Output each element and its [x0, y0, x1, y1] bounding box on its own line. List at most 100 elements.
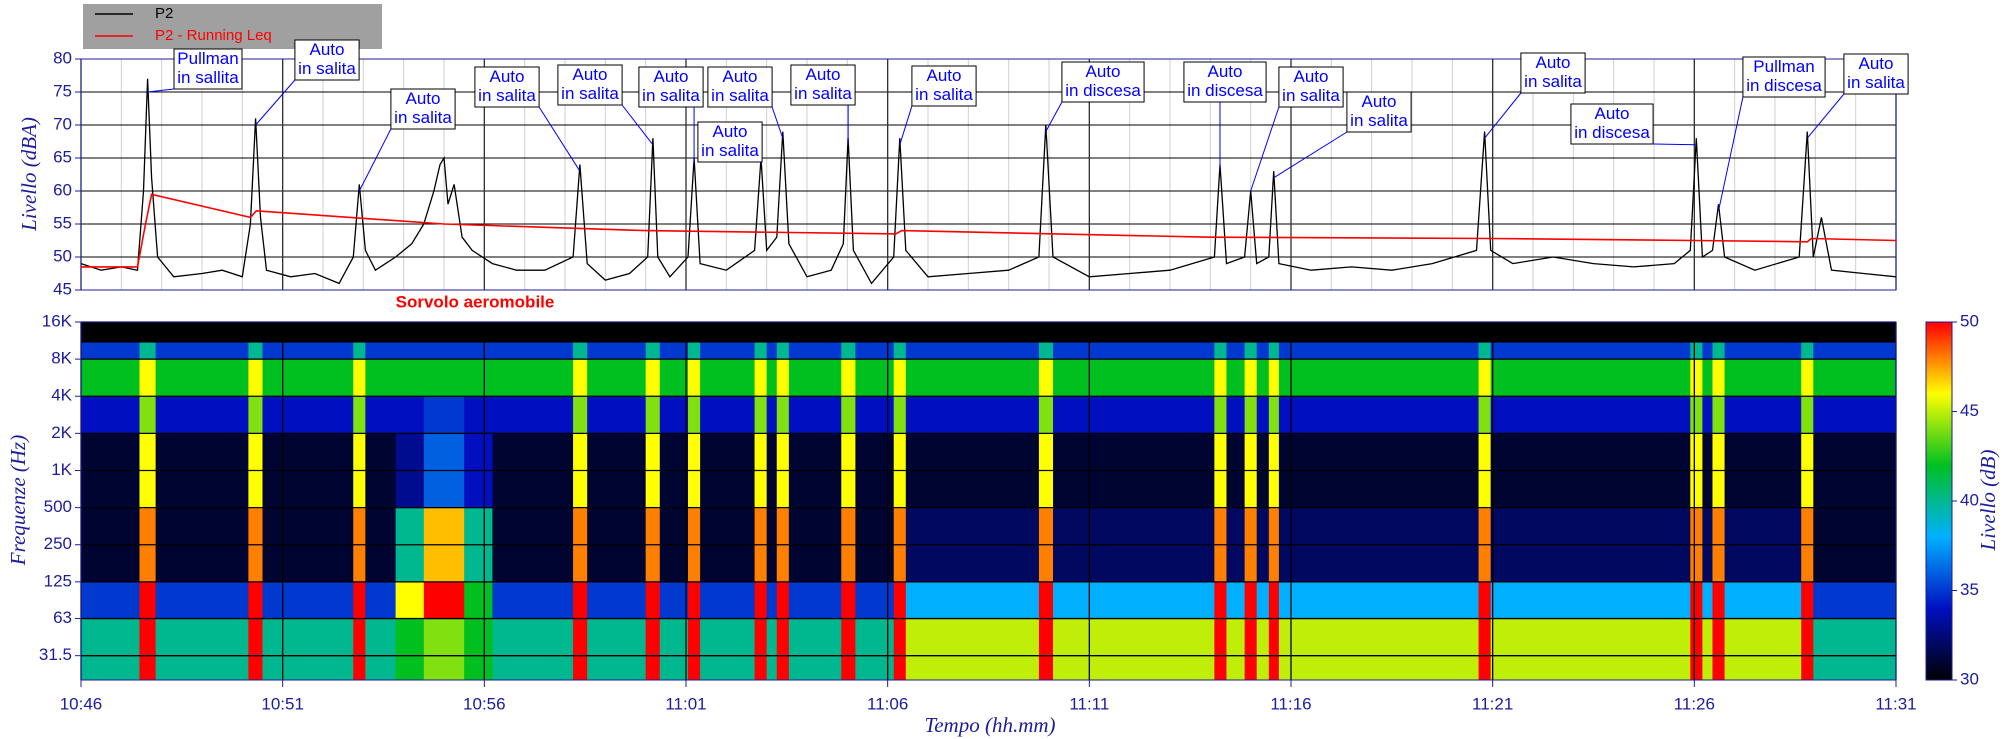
colorbar-tick-label: 30	[1960, 669, 1979, 688]
heat-cell	[1278, 322, 1480, 343]
heat-cell	[1712, 342, 1726, 360]
heat-cell	[788, 322, 842, 343]
annotation-box	[1183, 61, 1267, 103]
annotation-box	[173, 48, 243, 90]
heat-cell	[248, 322, 263, 343]
heat-cell	[1702, 618, 1713, 681]
heat-cell	[587, 359, 647, 397]
heat-cell	[248, 618, 263, 681]
annotation-leader	[621, 104, 654, 146]
annotation-text: in salita	[642, 86, 700, 105]
heat-cell	[1226, 322, 1246, 343]
heat-cell	[492, 581, 574, 620]
heat-cell	[1801, 342, 1814, 360]
y-tick-label: 70	[53, 114, 72, 133]
heat-cell	[1724, 396, 1802, 434]
heat-cell	[248, 396, 263, 434]
annotation-leader	[538, 106, 581, 172]
annotation-text: in salita	[794, 84, 852, 103]
heat-cell	[81, 342, 140, 360]
annotation-text: in salita	[711, 86, 769, 105]
annotation-box	[707, 66, 773, 108]
heat-cell	[139, 342, 157, 360]
heat-cell	[1724, 322, 1802, 343]
heat-cell	[573, 359, 588, 397]
heat-cell	[1813, 342, 1897, 360]
heat-cell	[645, 396, 661, 434]
annotation-leader	[1806, 93, 1845, 139]
heat-cell	[1813, 618, 1897, 681]
x-tick-label: 11:11	[1069, 694, 1109, 713]
heat-cell	[262, 342, 354, 360]
y-tick-label: 16K	[42, 311, 73, 330]
heat-cell	[1256, 342, 1270, 360]
heat-cell	[1712, 581, 1726, 620]
annotation-text: Auto	[654, 67, 689, 86]
heat-cell	[1690, 396, 1703, 434]
heat-cell	[1690, 359, 1703, 397]
heat-cell	[688, 359, 701, 397]
y-tick-label: 8K	[51, 349, 72, 368]
annotation-text: Auto	[1086, 62, 1121, 81]
heat-cell	[573, 618, 588, 681]
heat-cell	[905, 359, 1040, 397]
heat-cell	[1490, 581, 1691, 620]
x-tick-label: 11:21	[1472, 694, 1513, 713]
line-series	[81, 193, 1897, 268]
heat-cell	[893, 322, 907, 343]
y-tick-label: 125	[44, 571, 72, 590]
x-tick-label: 11:16	[1270, 694, 1311, 713]
annotation-text: in salita	[561, 84, 619, 103]
heat-cell	[776, 618, 790, 681]
heat-cell	[1278, 396, 1480, 434]
annotation-box	[390, 88, 456, 130]
heat-cell	[139, 396, 157, 434]
heat-cell	[1244, 581, 1258, 620]
heat-cell	[1278, 342, 1480, 360]
annotation-box	[1346, 91, 1412, 133]
heat-cell	[766, 322, 778, 343]
heat-cell	[155, 322, 249, 343]
heat-cell	[1801, 322, 1814, 343]
heat-cell	[262, 581, 354, 620]
heat-cell	[81, 322, 140, 343]
colorbar-tick-label: 50	[1960, 311, 1979, 330]
heat-cell	[492, 396, 574, 434]
y-tick-label: 80	[53, 48, 72, 67]
x-tick-label: 11:31	[1875, 694, 1916, 713]
heat-cell	[464, 581, 493, 620]
heat-cell	[1712, 618, 1726, 681]
heat-cell	[464, 396, 493, 434]
heat-cell	[1038, 581, 1054, 620]
heat-cell	[248, 342, 263, 360]
heat-cell	[492, 322, 574, 343]
y-tick-label: 1K	[51, 460, 72, 479]
heat-cell	[645, 618, 661, 681]
x-tick-label: 10:46	[60, 694, 103, 713]
heat-cell	[1278, 618, 1480, 681]
x-tick-label: 11:01	[665, 694, 706, 713]
heat-cell	[754, 581, 768, 620]
heat-cell	[1244, 359, 1258, 397]
heat-cell	[395, 322, 425, 343]
heat-cell	[1490, 342, 1691, 360]
annotation-text: Auto	[490, 67, 525, 86]
heat-cell	[766, 618, 778, 681]
line-series	[80, 78, 1897, 285]
annotation-text: Auto	[1208, 62, 1243, 81]
heat-cell	[766, 342, 778, 360]
heat-cell	[700, 396, 756, 434]
annotation-text: Auto	[310, 40, 345, 59]
heat-cell	[423, 322, 465, 343]
annotation-box	[638, 66, 704, 108]
heat-cell	[776, 581, 790, 620]
heat-cell	[841, 322, 856, 343]
heat-cell	[1226, 396, 1246, 434]
legend-label: P2	[155, 5, 173, 22]
